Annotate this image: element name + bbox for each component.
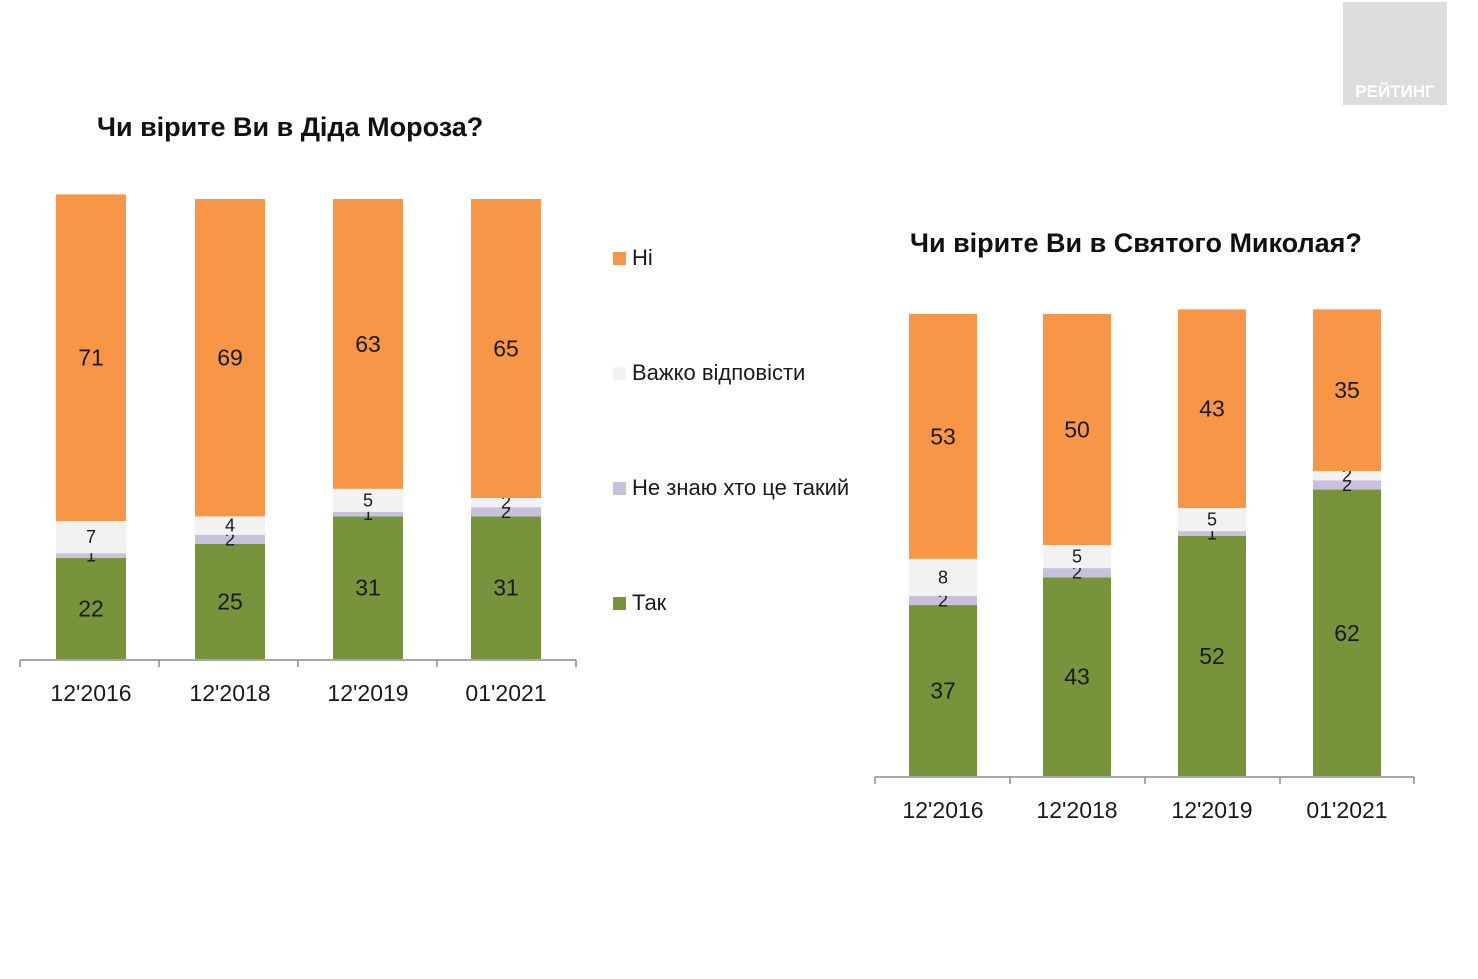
data-label-ni: 50 — [1064, 417, 1090, 443]
data-label-tak: 43 — [1064, 664, 1090, 690]
bar-segment-tak — [1313, 489, 1381, 776]
data-label-ne-znayu: 1 — [363, 504, 373, 524]
legend-swatch-tak — [613, 596, 626, 610]
x-tick-label: 12'2018 — [189, 680, 270, 706]
data-label-vazhko: 2 — [501, 493, 511, 513]
data-label-vazhko: 5 — [1072, 547, 1082, 567]
bar-segment-ni — [1313, 309, 1381, 472]
data-label-ne-znayu: 1 — [86, 546, 96, 566]
bar-segment-vazhko — [195, 516, 265, 535]
bar-segment-tak — [56, 557, 126, 659]
data-label-ne-znayu: 2 — [1072, 563, 1082, 583]
legend-swatch-ni — [613, 251, 626, 265]
bar-segment-ne-znayu — [909, 595, 977, 606]
bar-segment-ni — [56, 194, 126, 521]
data-label-tak: 31 — [493, 575, 519, 601]
bar-segment-ni — [195, 199, 265, 517]
bar-segment-tak — [1178, 535, 1246, 776]
bar-segment-vazhko — [471, 498, 541, 508]
legend-item-tak: Так — [613, 590, 666, 616]
x-tick-label: 12'2019 — [327, 680, 408, 706]
bar-segment-ne-znayu — [1043, 568, 1111, 578]
data-label-ne-znayu: 2 — [225, 529, 235, 549]
legend-label-ni: Ні — [632, 245, 653, 270]
bar-segment-ni — [1178, 309, 1246, 509]
legend-item-ni: Ні — [613, 245, 653, 271]
bar-segment-ne-znayu — [471, 507, 541, 517]
bar-segment-tak — [471, 516, 541, 659]
bar-segment-ne-znayu — [56, 553, 126, 558]
data-label-ni: 69 — [217, 345, 243, 371]
bar-segment-ne-znayu — [1178, 531, 1246, 536]
bar-segment-ni — [1043, 314, 1111, 545]
data-label-vazhko: 2 — [1342, 466, 1352, 486]
data-label-vazhko: 4 — [225, 516, 235, 536]
legend-label-vazhko: Важко відповісти — [632, 360, 806, 385]
logo-text: РЕЙТИНГ — [1355, 82, 1435, 101]
bar-segment-tak — [1043, 577, 1111, 776]
data-label-ne-znayu: 2 — [501, 502, 511, 522]
data-label-vazhko: 5 — [1207, 510, 1217, 530]
chart-title-sv-mykolai: Чи вірите Ви в Святого Миколая? — [910, 228, 1362, 258]
bar-segment-vazhko — [1043, 545, 1111, 569]
data-label-tak: 22 — [78, 595, 104, 621]
data-label-ne-znayu: 2 — [1342, 475, 1352, 495]
bar-segment-vazhko — [1313, 471, 1381, 481]
chart-title-did-moroz: Чи вірите Ви в Діда Мороза? — [97, 112, 484, 142]
data-label-vazhko: 8 — [938, 567, 948, 587]
bar-segment-ne-znayu — [1313, 480, 1381, 490]
legend-swatch-vazhko — [613, 366, 626, 380]
bar-segment-tak — [333, 516, 403, 659]
data-label-tak: 25 — [217, 589, 243, 615]
data-label-ni: 71 — [78, 345, 104, 371]
x-tick-label: 12'2018 — [1036, 797, 1117, 823]
x-tick-label: 01'2021 — [1306, 797, 1387, 823]
data-label-tak: 52 — [1199, 643, 1225, 669]
data-label-vazhko: 5 — [363, 490, 373, 510]
x-tick-label: 12'2019 — [1171, 797, 1252, 823]
bar-segment-vazhko — [56, 521, 126, 554]
data-label-ni: 63 — [355, 331, 381, 357]
data-label-tak: 62 — [1334, 620, 1360, 646]
legend-item-vazhko: Важко відповісти — [613, 360, 805, 386]
legend-swatch-ne-znayu — [613, 481, 626, 495]
data-label-tak: 37 — [930, 678, 956, 704]
chart-did-moroz: 22177112'201625246912'201831156312'20193… — [19, 194, 577, 706]
bar-segment-ni — [471, 199, 541, 498]
bar-segment-vazhko — [909, 558, 977, 596]
bar-segment-vazhko — [1178, 508, 1246, 532]
x-tick-label: 01'2021 — [465, 680, 546, 706]
x-tick-label: 12'2016 — [50, 680, 131, 706]
bar-segment-tak — [195, 544, 265, 659]
data-label-ne-znayu: 1 — [1207, 523, 1217, 543]
data-label-ni: 43 — [1199, 396, 1225, 422]
data-label-ni: 53 — [930, 423, 956, 449]
legend-label-tak: Так — [632, 590, 667, 615]
legend-label-ne-znayu: Не знаю хто це такий — [632, 475, 850, 500]
x-tick-label: 12'2016 — [902, 797, 983, 823]
bar-segment-ni — [909, 314, 977, 559]
data-label-ni: 65 — [493, 336, 519, 362]
legend-item-ne-znayu: Не знаю хто це такий — [613, 475, 849, 501]
data-label-vazhko: 7 — [86, 527, 96, 547]
bar-segment-ne-znayu — [333, 511, 403, 517]
data-label-ni: 35 — [1334, 377, 1360, 403]
data-label-tak: 31 — [355, 575, 381, 601]
rating-logo: РЕЙТИНГ — [1343, 2, 1447, 105]
bar-segment-tak — [909, 605, 977, 776]
data-label-ne-znayu: 2 — [938, 590, 948, 610]
chart-sv-mykolai: 37285312'201643255012'201852154312'20196… — [874, 309, 1415, 823]
bar-segment-ni — [333, 199, 403, 489]
bar-segment-vazhko — [333, 488, 403, 512]
bar-segment-ne-znayu — [195, 534, 265, 544]
